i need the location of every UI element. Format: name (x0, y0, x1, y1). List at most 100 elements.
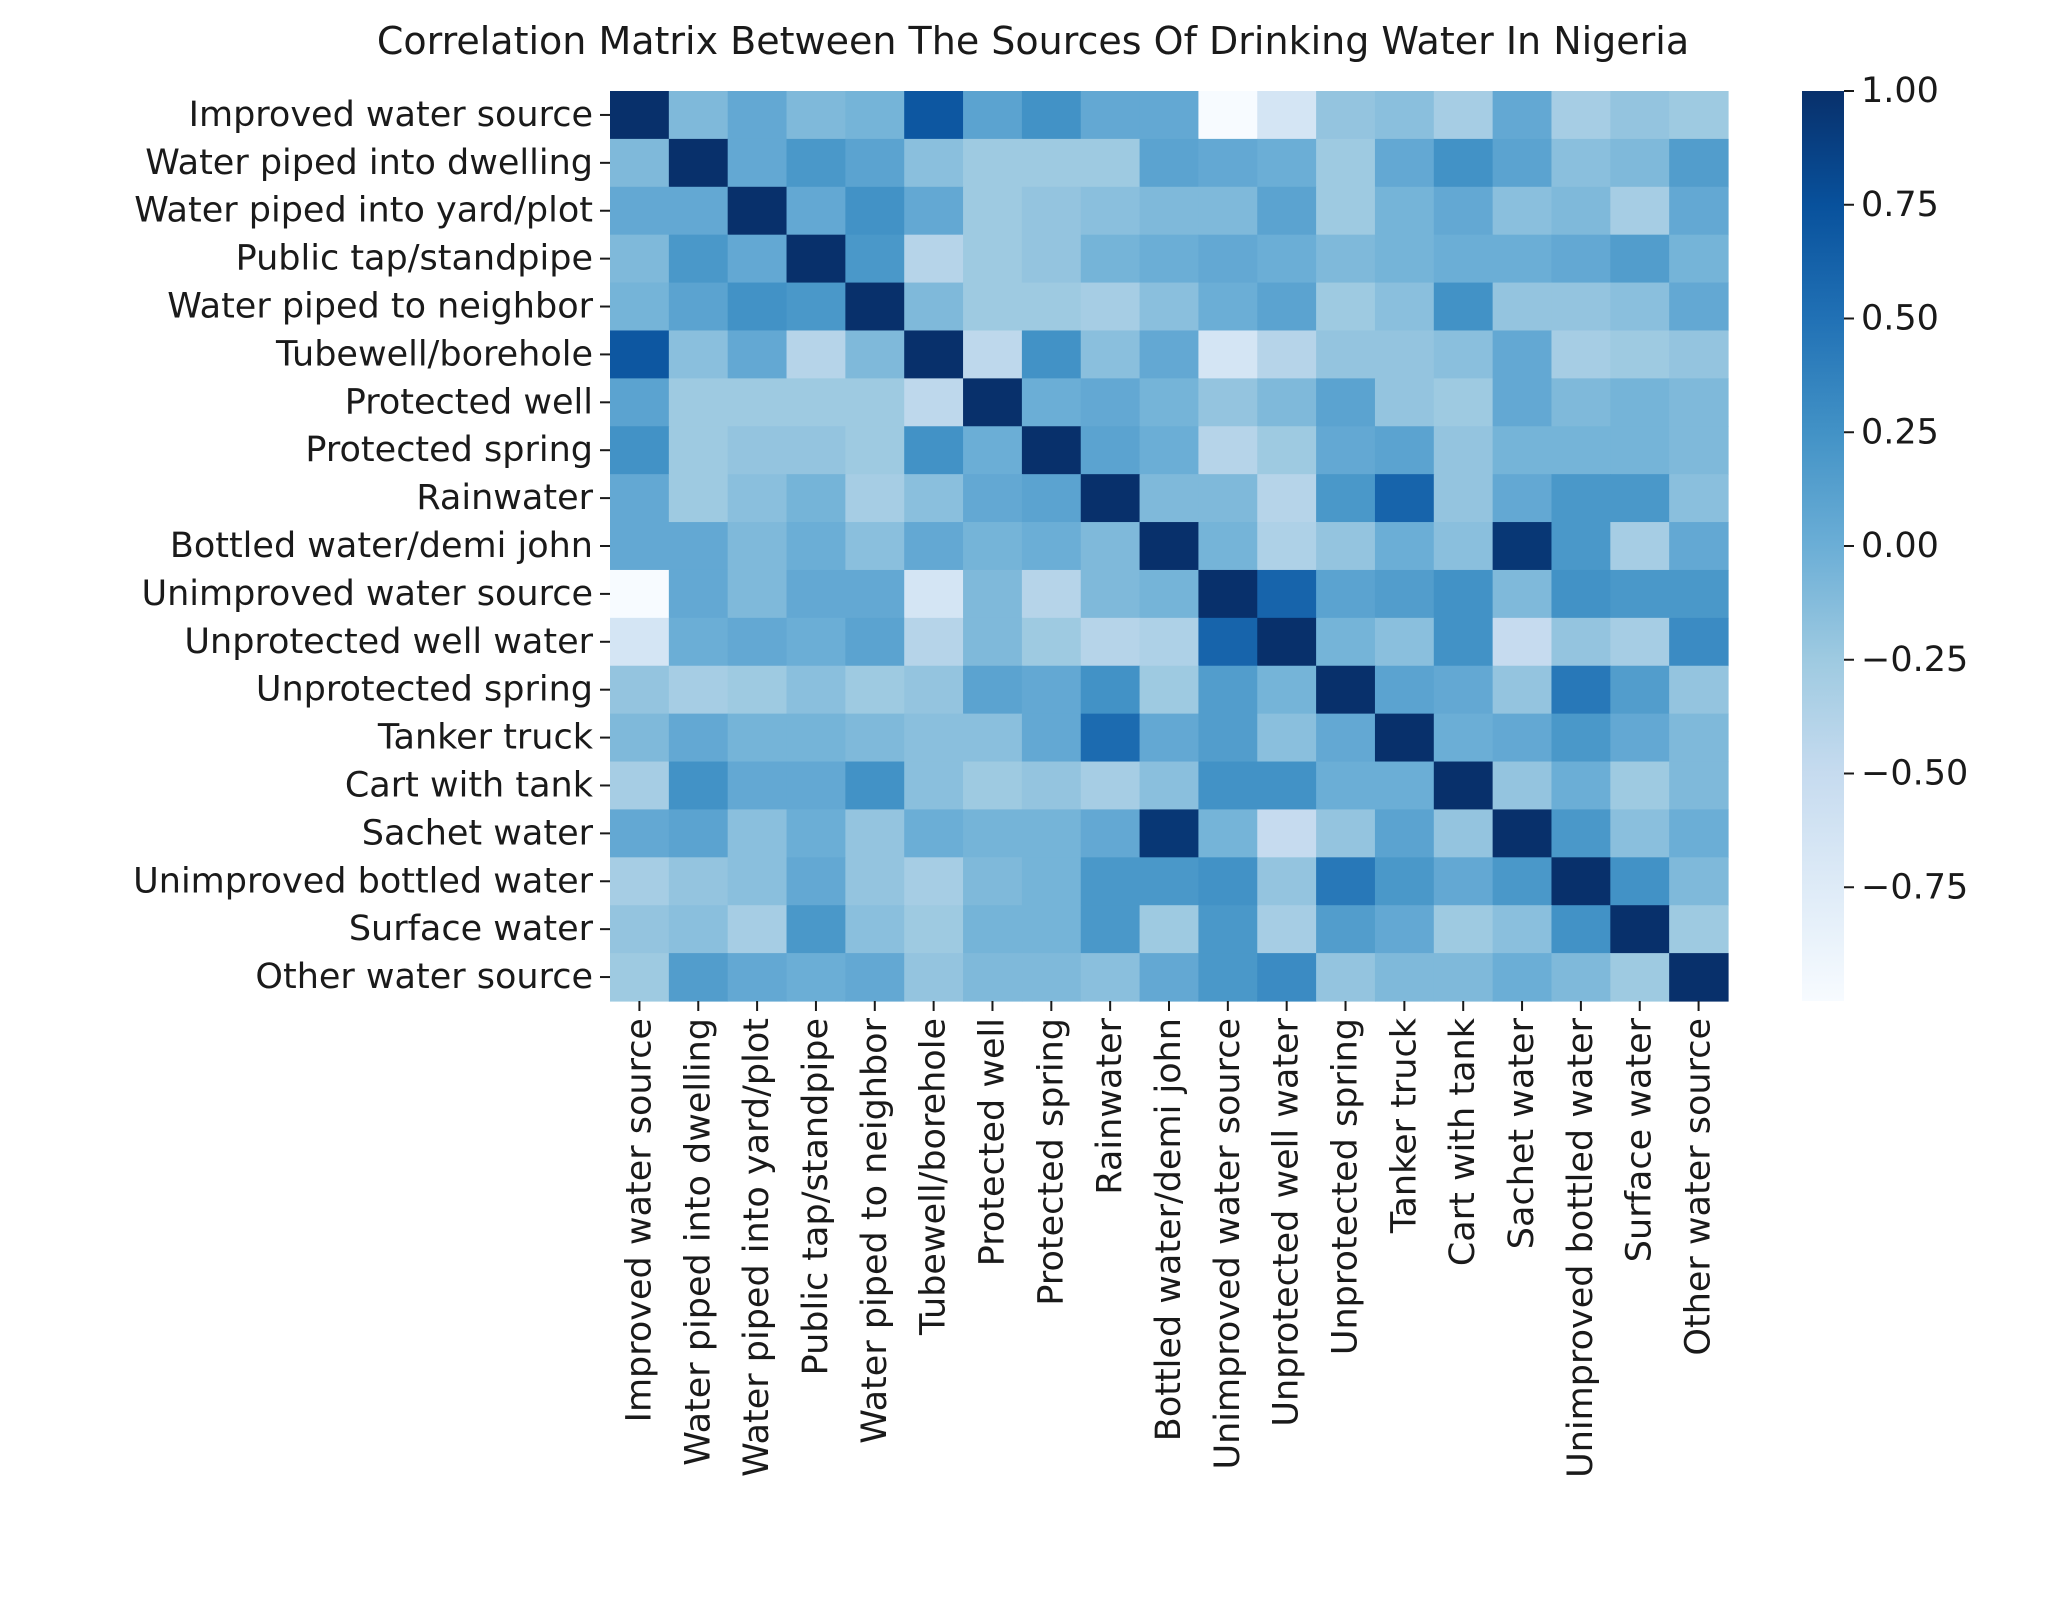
heatmap-cell-r2-c17 (1610, 186, 1670, 236)
heatmap-cell-r16-c8 (1080, 857, 1141, 906)
heatmap-cell-r7-c17 (1610, 426, 1670, 475)
heatmap-cell-r7-c18 (1669, 426, 1729, 475)
heatmap-cell-r7-c12 (1316, 426, 1376, 475)
heatmap-cell-r3-c7 (1021, 234, 1082, 284)
heatmap-cell-r13-c0 (610, 713, 670, 763)
heatmap-cell-r16-c4 (845, 857, 905, 906)
heatmap-cell-r9-c10 (1198, 522, 1258, 571)
heatmap-cell-r5-c9 (1139, 330, 1200, 379)
heatmap-cell-r15-c7 (1021, 809, 1082, 858)
heatmap-cell-r10-c18 (1669, 569, 1729, 619)
heatmap-cell-r9-c6 (963, 522, 1023, 571)
heatmap-cell-r3-c1 (668, 234, 729, 284)
y-tick-label-bottled-water-demi-john: Bottled water/demi john (170, 526, 593, 566)
heatmap-cell-r8-c10 (1198, 474, 1258, 523)
heatmap-cell-r8-c1 (668, 474, 729, 523)
heatmap-cell-r15-c13 (1374, 809, 1435, 858)
y-tick-labels: Improved water source Water piped into dw… (133, 95, 610, 997)
heatmap-cell-r18-c15 (1492, 953, 1553, 1002)
heatmap-cell-r15-c8 (1080, 809, 1141, 858)
heatmap-cell-r4-c8 (1080, 282, 1141, 332)
heatmap-cell-r10-c8 (1080, 569, 1141, 619)
heatmap-cell-r5-c7 (1021, 330, 1082, 379)
heatmap-cell-r7-c9 (1139, 426, 1200, 475)
heatmap-cell-r10-c7 (1021, 569, 1082, 619)
heatmap-cell-r10-c12 (1316, 569, 1376, 619)
heatmap-cell-r14-c5 (904, 761, 964, 811)
heatmap-cell-r15-c3 (786, 809, 846, 858)
heatmap-cell-r11-c13 (1374, 617, 1435, 667)
heatmap-cell-r1-c6 (963, 138, 1023, 188)
y-tick-label-unimproved-bottled-water: Unimproved bottled water (133, 861, 593, 901)
x-tick-label-public-tap-standpipe: Public tap/standpipe (796, 1018, 836, 1375)
heatmap-cell-r4-c13 (1374, 282, 1435, 332)
heatmap-cell-r16-c17 (1610, 857, 1670, 906)
heatmap-cell-r18-c0 (610, 953, 670, 1002)
heatmap-cell-r16-c7 (1021, 857, 1082, 906)
heatmap-cell-r5-c10 (1198, 330, 1258, 379)
heatmap-cell-r15-c18 (1669, 809, 1729, 858)
heatmap-cell-r11-c2 (727, 617, 788, 667)
heatmap-cell-r14-c17 (1610, 761, 1670, 811)
heatmap-cell-r8-c9 (1139, 474, 1200, 523)
heatmap-cell-r2-c15 (1492, 186, 1553, 236)
heatmap-cell-r4-c7 (1021, 282, 1082, 332)
heatmap-cell-r13-c14 (1433, 713, 1494, 763)
colorbar-ticks: 1.00 0.75 0.50 0.25 0.00 −0.25 −0.50 −0.75 (1844, 71, 1968, 907)
heatmap-cell-r13-c12 (1316, 713, 1376, 763)
heatmap-cell-r10-c5 (904, 569, 964, 619)
heatmap-cell-r8-c0 (610, 474, 670, 523)
y-tick-label-improved-water-source: Improved water source (189, 95, 593, 135)
heatmap-cell-r12-c13 (1374, 665, 1435, 715)
x-tick-label-sachet-water: Sachet water (1502, 1017, 1542, 1249)
heatmap-cell-r15-c4 (845, 809, 905, 858)
heatmap-cell-r4-c15 (1492, 282, 1553, 332)
x-tick-label-unimproved-water-source: Unimproved water source (1208, 1018, 1248, 1470)
heatmap-cell-r17-c3 (786, 905, 846, 954)
heatmap-cell-r13-c18 (1669, 713, 1729, 763)
heatmap-cell-r16-c10 (1198, 857, 1258, 906)
heatmap-cell-r6-c13 (1374, 378, 1435, 427)
heatmap-cell-r2-c14 (1433, 186, 1494, 236)
heatmap-cell-r6-c5 (904, 378, 964, 427)
heatmap-cell-r3-c9 (1139, 234, 1200, 284)
heatmap-cell-r11-c11 (1257, 617, 1317, 667)
colorbar-tick-label: 0.00 (1861, 526, 1939, 566)
heatmap-cell-r5-c2 (727, 330, 788, 379)
heatmap-cell-r10-c3 (786, 569, 846, 619)
heatmap-cell-r17-c16 (1551, 905, 1611, 954)
heatmap-cell-r1-c10 (1198, 138, 1258, 188)
heatmap-cell-r12-c4 (845, 665, 905, 715)
heatmap-cell-r0-c1 (668, 91, 729, 140)
heatmap-cell-r6-c0 (610, 378, 670, 427)
heatmap-cell-r17-c7 (1021, 905, 1082, 954)
colorbar-tick-label: 0.25 (1861, 412, 1939, 452)
heatmap-cell-r6-c7 (1021, 378, 1082, 427)
heatmap-cell-r3-c4 (845, 234, 905, 284)
y-tick-label-unprotected-well-water: Unprotected well water (184, 622, 593, 662)
heatmap-cell-r2-c2 (727, 186, 788, 236)
heatmap-cell-r16-c18 (1669, 857, 1729, 906)
heatmap-cell-r10-c16 (1551, 569, 1611, 619)
heatmap-cell-r13-c1 (668, 713, 729, 763)
y-tick-label-protected-well: Protected well (345, 382, 593, 422)
heatmap-cell-r10-c15 (1492, 569, 1553, 619)
heatmap-cell-r9-c7 (1021, 522, 1082, 571)
heatmap-cell-r0-c14 (1433, 91, 1494, 140)
heatmap-cell-r9-c2 (727, 522, 788, 571)
heatmap-cell-r18-c16 (1551, 953, 1611, 1002)
heatmap-cell-r17-c1 (668, 905, 729, 954)
heatmap-cell-r7-c13 (1374, 426, 1435, 475)
heatmap-cell-r14-c9 (1139, 761, 1200, 811)
heatmap-cell-r16-c15 (1492, 857, 1553, 906)
heatmap-cell-r8-c13 (1374, 474, 1435, 523)
heatmap-cell-r10-c6 (963, 569, 1023, 619)
heatmap-cell-r8-c6 (963, 474, 1023, 523)
heatmap-cell-r14-c10 (1198, 761, 1258, 811)
heatmap-cell-r5-c11 (1257, 330, 1317, 379)
heatmap-cell-r1-c18 (1669, 138, 1729, 188)
heatmap-cell-r0-c3 (786, 91, 846, 140)
heatmap-cell-r12-c11 (1257, 665, 1317, 715)
heatmap-cell-r16-c0 (610, 857, 670, 906)
heatmap-cell-r11-c8 (1080, 617, 1141, 667)
